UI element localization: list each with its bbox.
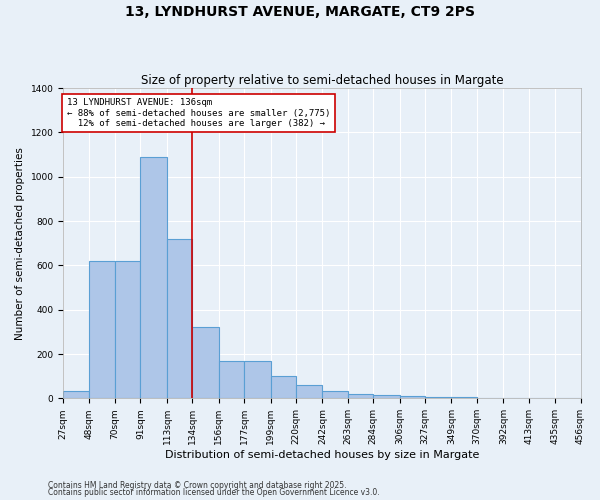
- Bar: [271, 376, 296, 398]
- Bar: [425, 397, 451, 398]
- Y-axis label: Number of semi-detached properties: Number of semi-detached properties: [15, 147, 25, 340]
- Bar: [348, 394, 373, 398]
- Text: 13 LYNDHURST AVENUE: 136sqm
← 88% of semi-detached houses are smaller (2,775)
  : 13 LYNDHURST AVENUE: 136sqm ← 88% of sem…: [67, 98, 330, 128]
- Bar: [63, 390, 89, 398]
- Bar: [89, 261, 115, 398]
- Bar: [373, 395, 400, 398]
- Bar: [451, 397, 477, 398]
- Bar: [296, 385, 322, 398]
- Text: Contains HM Land Registry data © Crown copyright and database right 2025.: Contains HM Land Registry data © Crown c…: [48, 480, 347, 490]
- Title: Size of property relative to semi-detached houses in Margate: Size of property relative to semi-detach…: [140, 74, 503, 87]
- X-axis label: Distribution of semi-detached houses by size in Margate: Distribution of semi-detached houses by …: [165, 450, 479, 460]
- Bar: [400, 396, 425, 398]
- Bar: [219, 360, 244, 399]
- Text: Contains public sector information licensed under the Open Government Licence v3: Contains public sector information licen…: [48, 488, 380, 497]
- Bar: [115, 261, 140, 398]
- Bar: [167, 239, 192, 398]
- Bar: [192, 328, 219, 398]
- Bar: [322, 390, 348, 398]
- Text: 13, LYNDHURST AVENUE, MARGATE, CT9 2PS: 13, LYNDHURST AVENUE, MARGATE, CT9 2PS: [125, 5, 475, 19]
- Bar: [244, 360, 271, 399]
- Bar: [140, 157, 167, 398]
